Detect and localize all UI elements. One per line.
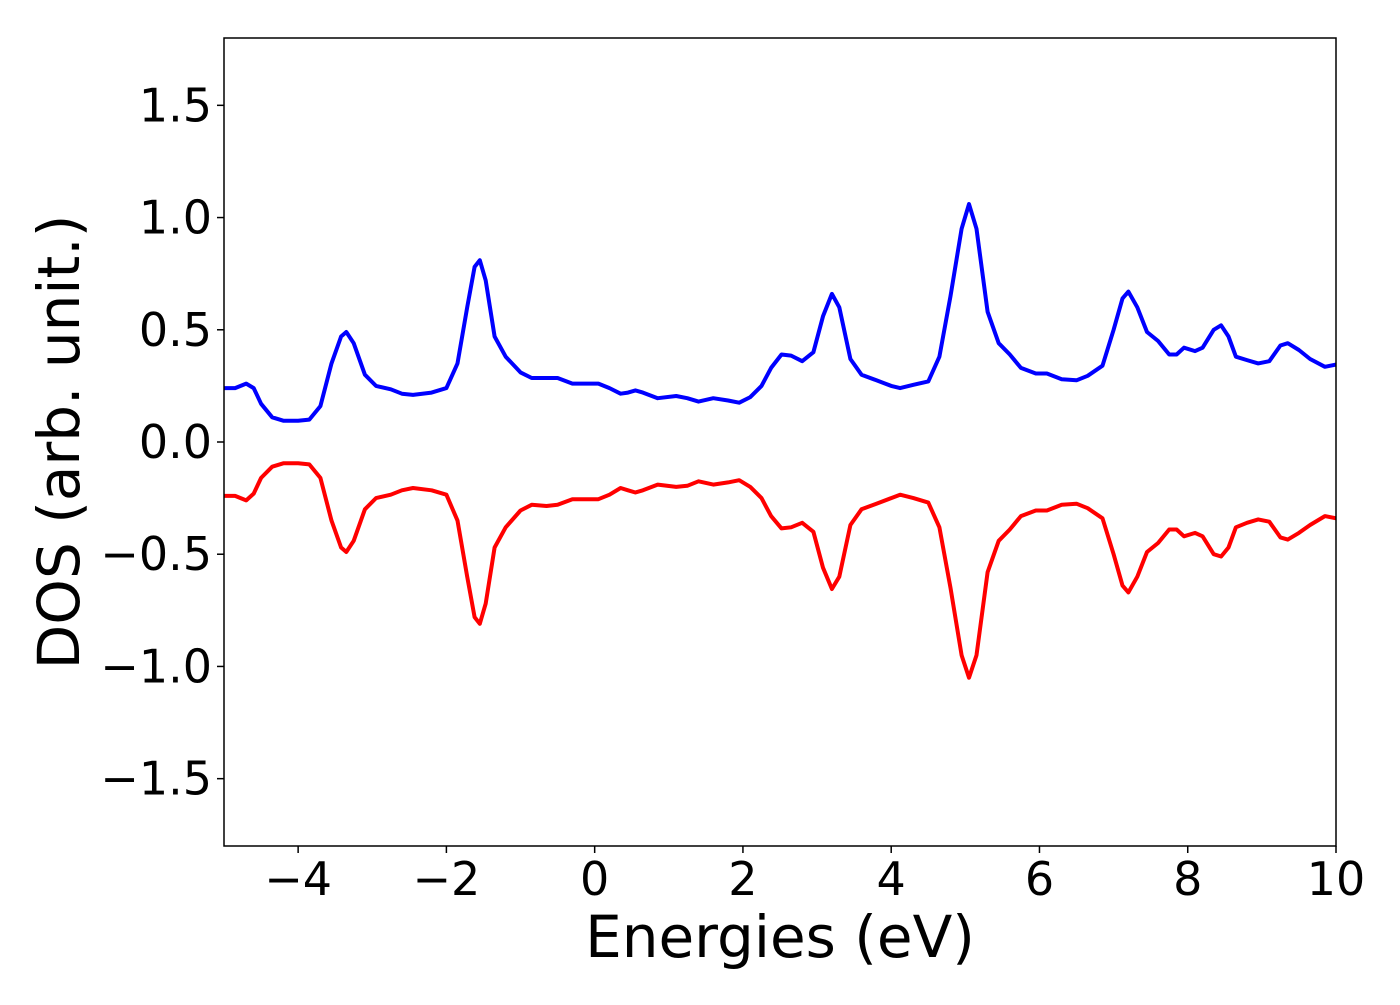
y-tick-label: −1.5 (100, 752, 212, 806)
x-tick-label: 6 (1025, 852, 1054, 906)
y-tick-label: 1.5 (139, 78, 212, 132)
y-tick-label: 0.5 (139, 303, 212, 357)
x-tick-label: 8 (1173, 852, 1202, 906)
plot-frame (223, 37, 1337, 847)
x-tick-label: −4 (264, 852, 332, 906)
x-tick-label: 0 (580, 852, 609, 906)
x-tick-label: 4 (877, 852, 906, 906)
y-tick-label: 0.0 (139, 415, 212, 469)
x-axis: −4 −2 0 2 4 6 8 10 (264, 846, 1365, 906)
series-layer (224, 202, 1336, 680)
y-tick-label: −1.0 (100, 639, 212, 693)
x-tick-label: −2 (412, 852, 480, 906)
dos-series-line-2 (224, 461, 1336, 680)
x-tick-label: 2 (728, 852, 757, 906)
y-tick-label: 1.0 (139, 191, 212, 245)
y-axis: 1.5 1.0 0.5 0.0 −0.5 −1.0 −1.5 (100, 78, 224, 806)
y-axis-label: DOS (arb. unit.) (25, 215, 93, 670)
x-tick-label: 10 (1307, 852, 1366, 906)
y-tick-label: −0.5 (100, 527, 212, 581)
dos-series-line-1 (224, 202, 1336, 423)
x-axis-label: Energies (eV) (585, 903, 975, 971)
